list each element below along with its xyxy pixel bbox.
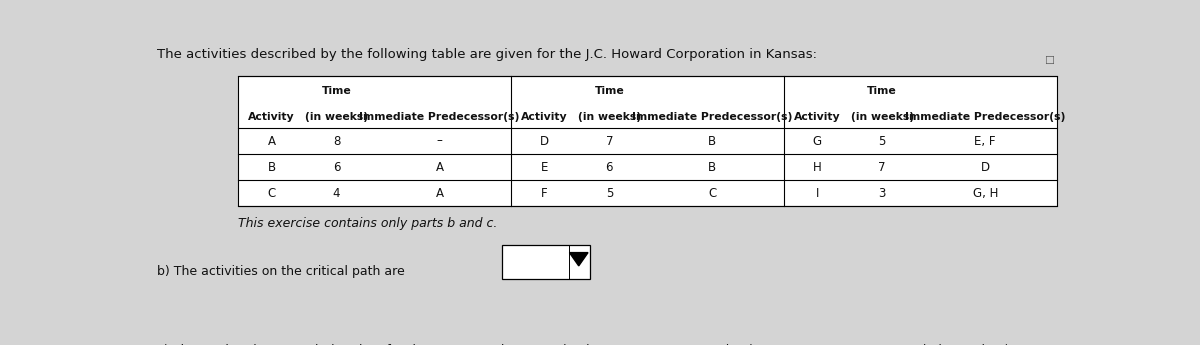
Text: 6: 6 <box>332 160 341 174</box>
Text: –: – <box>437 135 443 148</box>
Text: G: G <box>812 135 822 148</box>
Text: 6: 6 <box>606 160 613 174</box>
Text: I: I <box>816 187 818 200</box>
Text: F: F <box>541 187 548 200</box>
Text: (in weeks): (in weeks) <box>577 111 641 121</box>
Text: b) The activities on the critical path are: b) The activities on the critical path a… <box>157 265 406 277</box>
Text: 5: 5 <box>606 187 613 200</box>
Text: 7: 7 <box>606 135 613 148</box>
Text: D: D <box>980 160 990 174</box>
Text: C: C <box>708 187 716 200</box>
Text: D: D <box>540 135 550 148</box>
Text: (in weeks): (in weeks) <box>305 111 368 121</box>
Bar <box>502 245 590 279</box>
Polygon shape <box>570 253 588 266</box>
Text: B: B <box>268 160 276 174</box>
Text: 8: 8 <box>332 135 341 148</box>
Text: 3: 3 <box>878 187 886 200</box>
Text: A: A <box>436 160 444 174</box>
Text: Time: Time <box>322 86 352 96</box>
Text: G, H: G, H <box>972 187 998 200</box>
Text: 4: 4 <box>332 187 341 200</box>
Text: E, F: E, F <box>974 135 996 148</box>
Text: C: C <box>268 187 276 200</box>
Text: Activity: Activity <box>248 111 295 121</box>
Text: B: B <box>708 135 716 148</box>
Text: Immediate Predecessor(s): Immediate Predecessor(s) <box>360 111 520 121</box>
Text: Time: Time <box>868 86 898 96</box>
Text: (in weeks): (in weeks) <box>851 111 913 121</box>
Text: ☐: ☐ <box>1044 56 1055 66</box>
Text: c) The total project completion time for the J.C. Howard Corporation is: c) The total project completion time for… <box>157 344 596 345</box>
Text: Immediate Predecessor(s): Immediate Predecessor(s) <box>632 111 793 121</box>
Text: A: A <box>436 187 444 200</box>
Text: This exercise contains only parts b and c.: This exercise contains only parts b and … <box>239 217 498 230</box>
Text: weeks. (Enter your response as a whole number.): weeks. (Enter your response as a whole n… <box>695 344 1009 345</box>
Text: H: H <box>812 160 822 174</box>
Text: Time: Time <box>594 86 624 96</box>
Bar <box>668 327 690 345</box>
Text: B: B <box>708 160 716 174</box>
Text: 5: 5 <box>878 135 886 148</box>
Text: Activity: Activity <box>521 111 568 121</box>
Text: Immediate Predecessor(s): Immediate Predecessor(s) <box>905 111 1066 121</box>
Text: Activity: Activity <box>794 111 841 121</box>
Text: The activities described by the following table are given for the J.C. Howard Co: The activities described by the followin… <box>157 48 817 61</box>
Text: A: A <box>268 135 276 148</box>
Text: E: E <box>541 160 548 174</box>
Text: 7: 7 <box>878 160 886 174</box>
